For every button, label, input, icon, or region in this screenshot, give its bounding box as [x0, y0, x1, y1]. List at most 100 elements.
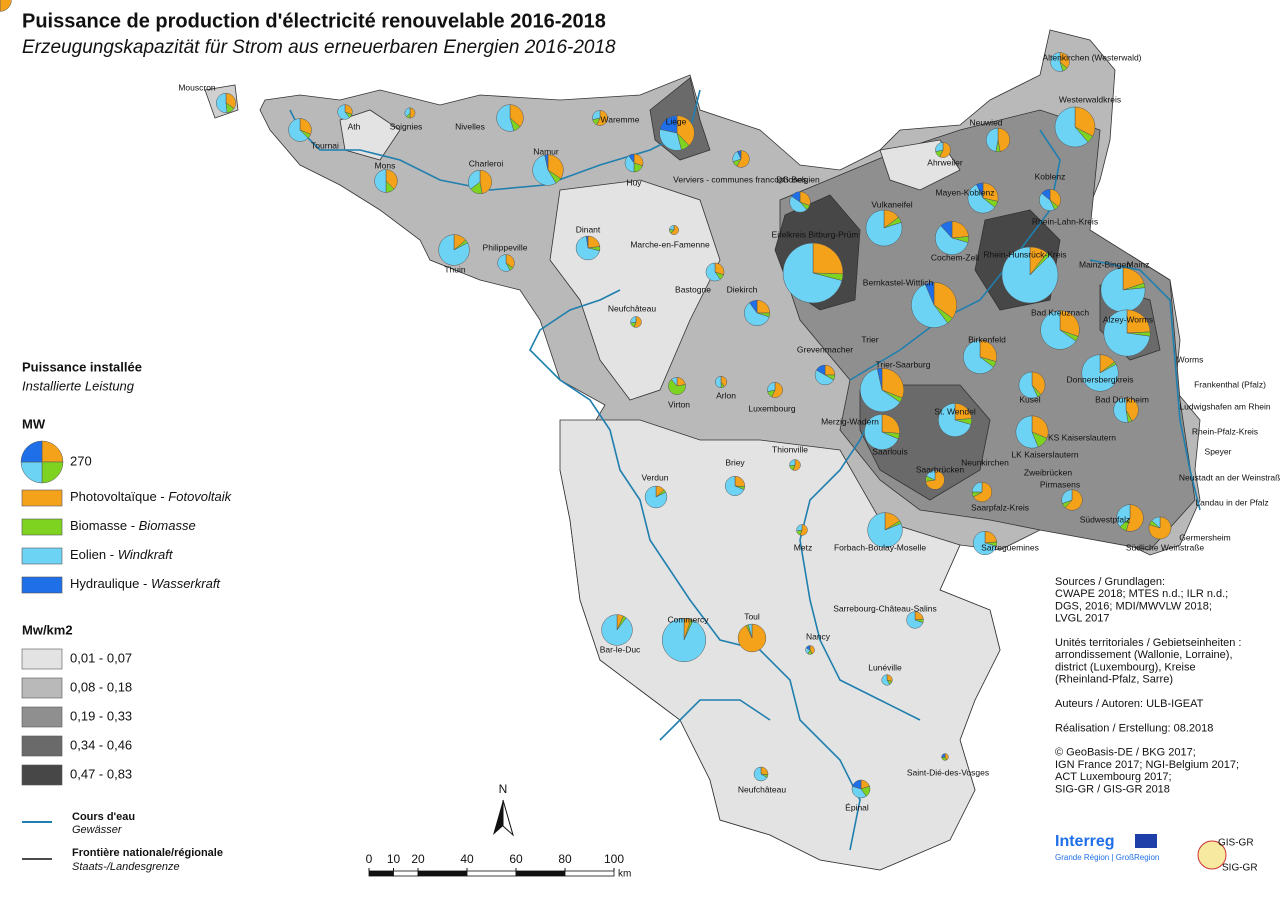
places: Mouscron Tournai Ath Soignies Mons Nivelles Ch…: [0, 0, 1280, 812]
pie-slice: [941, 753, 946, 759]
source-line: CWAPE 2018; MTES n.d.; ILR n.d.;: [1055, 588, 1228, 600]
place-label: DG Belgien: [776, 174, 820, 184]
place-label: Mainz: [1127, 259, 1150, 269]
pie-slice: [1125, 397, 1139, 422]
place-label: Nancy: [806, 631, 831, 641]
legend-entry: Biomasse - Biomasse: [70, 518, 196, 533]
pie-slice: [467, 169, 481, 190]
pie-slice: [1100, 267, 1146, 313]
pie-slice: [1054, 106, 1089, 148]
pie-slice: [547, 154, 564, 179]
pie-slice: [782, 242, 843, 304]
scale-segment: [393, 870, 419, 877]
pie-slice: [816, 364, 826, 376]
class-label: 0,01 - 0,07: [70, 650, 132, 665]
source-line: (Rheinland-Pfalz, Sarre): [1055, 674, 1173, 686]
pie-slice: [671, 377, 678, 387]
legend-name: Photovoltaïque -: [70, 489, 168, 504]
eu-flag: [1135, 834, 1157, 848]
pie-slice: [997, 127, 1011, 152]
class-label: 0,34 - 0,46: [70, 737, 132, 752]
place-label: Verviers - communes francophones: [673, 174, 807, 184]
pie-slice: [644, 485, 668, 509]
place-label: Bastogne: [675, 284, 711, 294]
pie-slice: [1001, 246, 1059, 304]
place-label: Bernkastel-Wittlich: [863, 277, 934, 287]
pie-slice: [1015, 415, 1039, 449]
class-swatch: [21, 648, 63, 670]
place-label: Südwestpfalz: [1080, 514, 1131, 524]
place-label: Épinal: [845, 802, 869, 812]
pie-slice: [926, 470, 936, 481]
place-label: Neuwied: [969, 117, 1002, 127]
place-label: Südliche Weinstraße: [1126, 542, 1205, 552]
north-arrow: N: [493, 782, 514, 837]
legend-name-de: Windkraft: [118, 547, 174, 562]
pie-slice: [1031, 371, 1046, 395]
place-label: Huy: [626, 177, 642, 187]
pie-slice: [633, 316, 642, 328]
pie-slice: [1059, 52, 1070, 69]
pie-slice: [939, 142, 951, 158]
place-label: Diekirch: [727, 284, 758, 294]
legend-swatch: [21, 576, 63, 594]
place-label: Waremme: [601, 114, 640, 124]
pie-slice: [792, 459, 801, 471]
pie-slice: [404, 107, 411, 117]
place-label: Namur: [533, 146, 559, 156]
class-label: 0,08 - 0,18: [70, 679, 132, 694]
place-label: KS Kaiserslautern: [1048, 432, 1116, 442]
source-line: IGN France 2017; NGI-Belgium 2017;: [1055, 759, 1239, 771]
scale-segment: [564, 870, 615, 877]
pie-slice: [337, 104, 350, 120]
place-label: Commercy: [667, 614, 709, 624]
pie-slice: [1151, 516, 1161, 529]
place-label: Alzey-Worms: [1103, 314, 1153, 324]
pie-slice: [496, 104, 515, 132]
pie-slice: [933, 282, 957, 319]
scale-segment: [466, 870, 517, 877]
pie-slice: [0, 0, 12, 12]
place-label: Thionville: [772, 444, 808, 454]
rivers: [289, 89, 1201, 851]
place-label: Philippeville: [483, 242, 528, 252]
pie-slice: [659, 115, 678, 134]
pie-slice: [225, 93, 236, 109]
place-label: Metz: [794, 542, 812, 552]
pie-slice: [1059, 310, 1080, 337]
pie-slice: [737, 150, 742, 160]
place-label: Frankenthal (Pfalz): [1194, 379, 1266, 389]
place-label: Ahrweiler: [927, 157, 963, 167]
pie-slice: [976, 182, 984, 199]
pie-slice: [940, 221, 953, 239]
pie-slice: [877, 367, 883, 391]
place-label: Rhein-Pfalz-Kreis: [1192, 426, 1258, 436]
place-label: Cochem-Zell: [931, 252, 979, 262]
place-label: Sarreguemines: [981, 542, 1039, 552]
pie-slice: [592, 110, 601, 120]
pie-slice: [661, 617, 706, 662]
place-label: Ath: [348, 121, 361, 131]
pie-slice: [972, 530, 997, 555]
place-label: Grevenmacher: [797, 344, 853, 354]
pie-slice: [374, 169, 387, 193]
legend-swatch: [21, 547, 63, 565]
scale-label: 10: [387, 852, 401, 866]
title: Puissance de production d'électricité re…: [22, 10, 606, 32]
pie-slice: [659, 129, 682, 151]
place-label: Neunkirchen: [961, 457, 1009, 467]
border-label-de: Staats-/Landesgrenze: [72, 861, 180, 873]
place-label: Birkenfeld: [968, 334, 1006, 344]
pie-slice: [860, 368, 901, 412]
scale-label: 20: [411, 852, 425, 866]
density-title: Mw/km2: [22, 622, 73, 637]
pie-slice: [1018, 371, 1039, 399]
class-swatch: [21, 677, 63, 699]
pie-slice: [1031, 415, 1049, 439]
pie-slice: [963, 340, 994, 374]
place-label: Nivelles: [455, 121, 485, 131]
place-label: Bad Kreuznach: [1031, 307, 1089, 317]
sources: Sources / Grundlagen:CWAPE 2018; MTES n.…: [1055, 576, 1241, 795]
place-label: Pirmasens: [1040, 479, 1080, 489]
